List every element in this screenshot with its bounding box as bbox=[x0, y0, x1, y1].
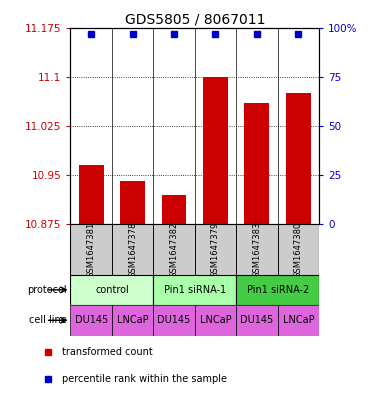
Bar bbox=[236, 305, 278, 336]
Bar bbox=[79, 165, 104, 224]
Bar bbox=[278, 305, 319, 336]
Bar bbox=[162, 195, 187, 224]
Bar bbox=[70, 224, 112, 275]
Bar bbox=[112, 305, 153, 336]
Bar bbox=[195, 224, 236, 275]
Text: LNCaP: LNCaP bbox=[200, 315, 231, 325]
Text: protocol: protocol bbox=[27, 285, 67, 295]
Text: DU145: DU145 bbox=[75, 315, 108, 325]
Bar bbox=[120, 182, 145, 224]
Bar bbox=[153, 224, 195, 275]
Bar bbox=[153, 275, 236, 305]
Bar bbox=[236, 224, 278, 275]
Bar bbox=[112, 224, 153, 275]
Text: Pin1 siRNA-2: Pin1 siRNA-2 bbox=[246, 285, 309, 295]
Text: GSM1647379: GSM1647379 bbox=[211, 221, 220, 278]
Text: LNCaP: LNCaP bbox=[283, 315, 314, 325]
Text: control: control bbox=[95, 285, 129, 295]
Bar bbox=[203, 77, 228, 224]
Bar bbox=[244, 103, 269, 224]
Text: GSM1647383: GSM1647383 bbox=[252, 221, 262, 278]
Text: Pin1 siRNA-1: Pin1 siRNA-1 bbox=[164, 285, 226, 295]
Text: GSM1647382: GSM1647382 bbox=[170, 221, 178, 278]
Text: LNCaP: LNCaP bbox=[117, 315, 148, 325]
Bar bbox=[278, 224, 319, 275]
Bar bbox=[70, 275, 153, 305]
Bar bbox=[195, 305, 236, 336]
Text: GSM1647381: GSM1647381 bbox=[87, 221, 96, 278]
Bar bbox=[286, 93, 311, 224]
Text: GSM1647380: GSM1647380 bbox=[294, 221, 303, 278]
Text: percentile rank within the sample: percentile rank within the sample bbox=[62, 374, 227, 384]
Text: transformed count: transformed count bbox=[62, 347, 153, 357]
Text: GSM1647378: GSM1647378 bbox=[128, 221, 137, 278]
Title: GDS5805 / 8067011: GDS5805 / 8067011 bbox=[125, 12, 265, 26]
Bar bbox=[70, 305, 112, 336]
Bar bbox=[153, 305, 195, 336]
Text: DU145: DU145 bbox=[157, 315, 191, 325]
Bar bbox=[236, 275, 319, 305]
Text: DU145: DU145 bbox=[240, 315, 273, 325]
Text: cell line: cell line bbox=[29, 315, 67, 325]
